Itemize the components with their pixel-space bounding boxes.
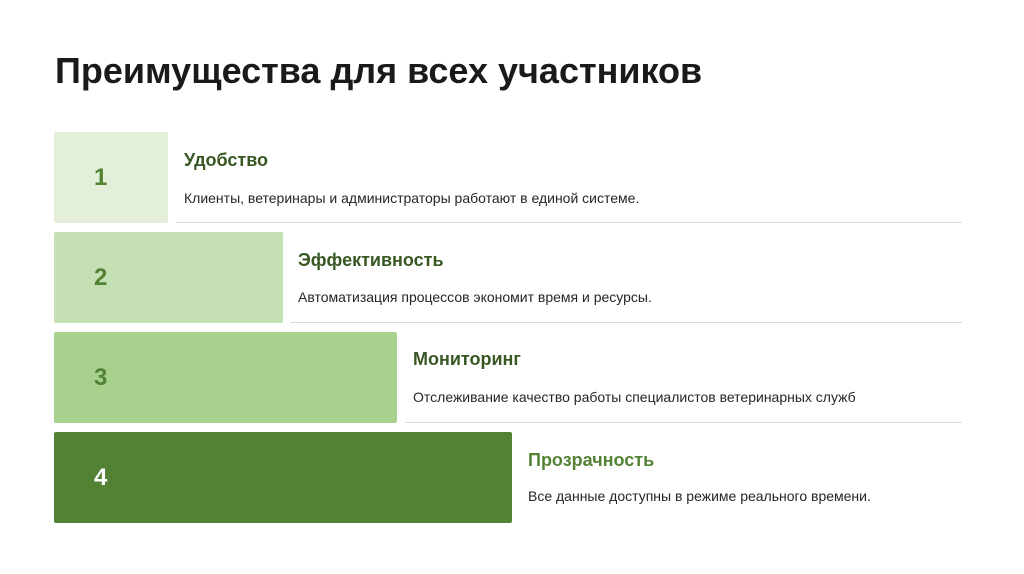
step-description-3: Отслеживание качество работы специалисто… [413, 389, 856, 405]
step-heading-1: Удобство [184, 150, 269, 170]
step-description-4: Все данные доступны в режиме реального в… [528, 488, 871, 504]
step-block-3: 3 [54, 332, 397, 423]
step-block-4: 4 [54, 432, 512, 523]
step-block-1: 1 [54, 132, 168, 223]
step-number: 1 [94, 164, 108, 191]
step-heading-3: Мониторинг [413, 349, 521, 369]
divider-2 [290, 322, 962, 323]
step-description-2: Автоматизация процессов экономит время и… [298, 289, 652, 305]
divider-3 [405, 422, 962, 423]
step-description-1: Клиенты, ветеринары и администраторы раб… [184, 190, 640, 206]
step-heading-4: Прозрачность [528, 450, 655, 470]
page-title: Преимущества для всех участников [55, 50, 703, 91]
step-number: 2 [94, 264, 108, 291]
step-block-2: 2 [54, 232, 283, 323]
step-number: 3 [94, 364, 108, 391]
step-number: 4 [94, 464, 108, 491]
divider-1 [176, 222, 962, 223]
step-heading-2: Эффективность [298, 250, 444, 270]
